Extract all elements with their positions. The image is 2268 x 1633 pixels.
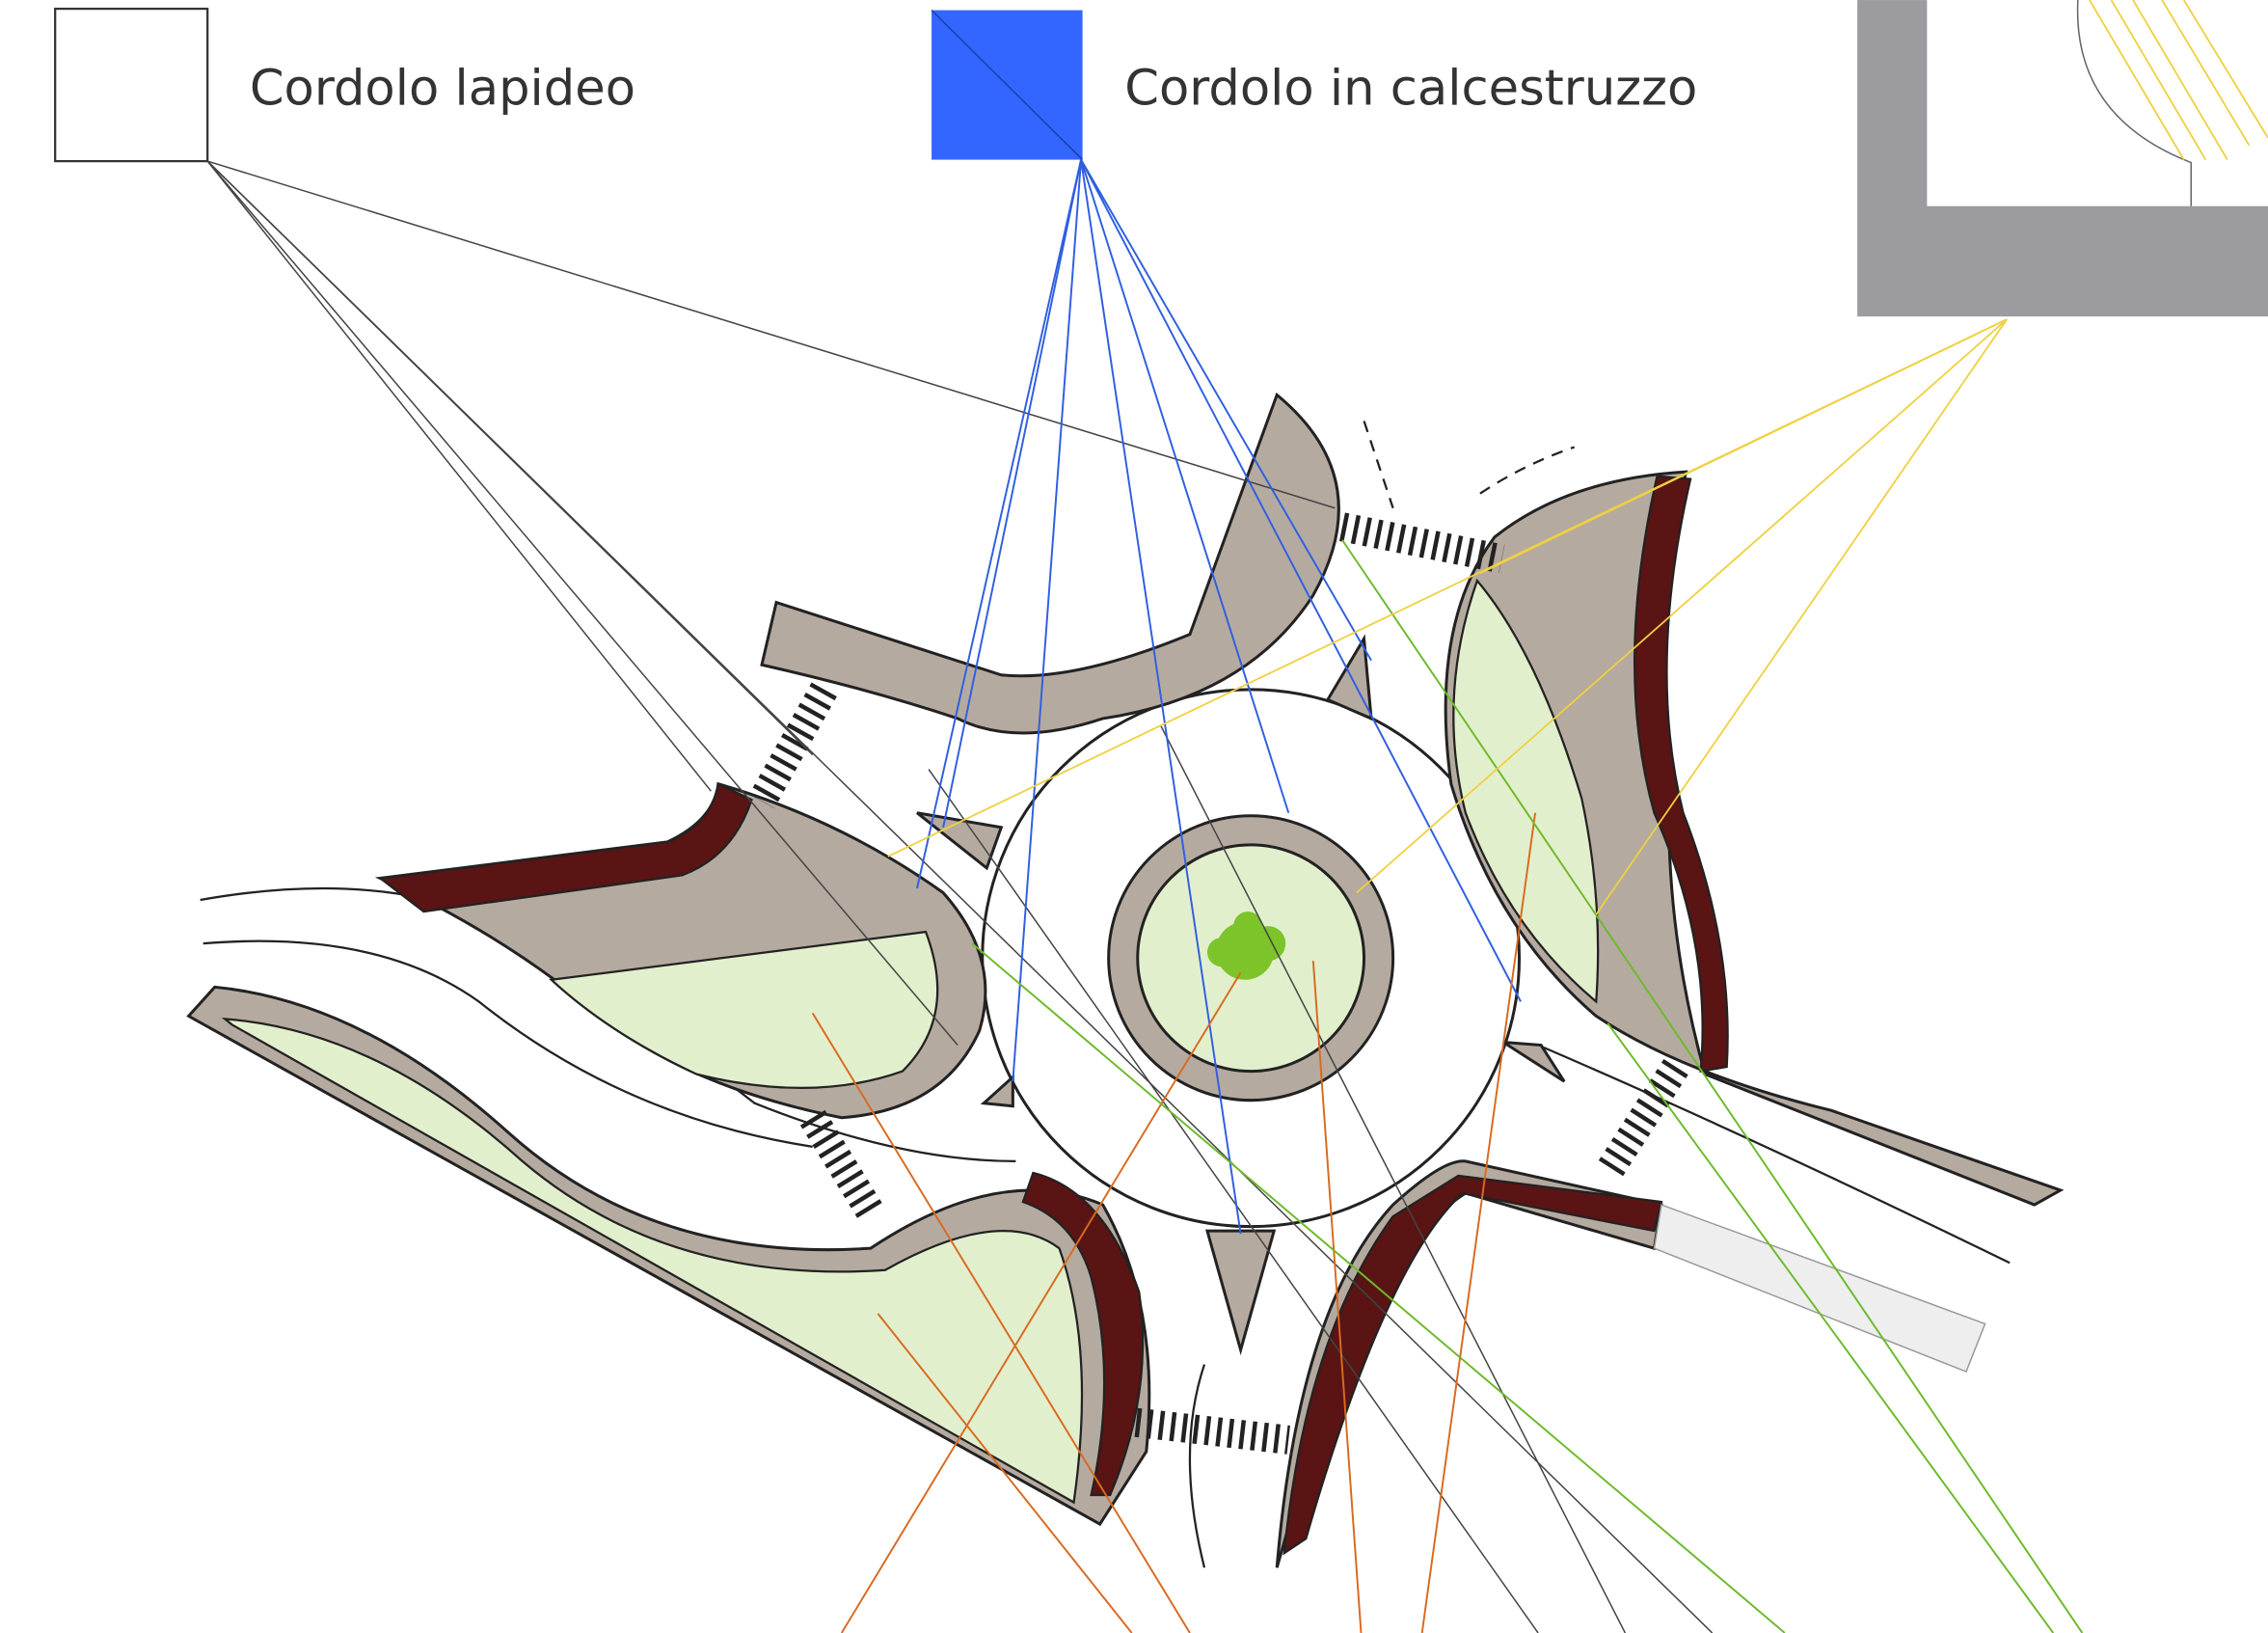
green-area (225, 1019, 1082, 1502)
legend-label: Cordolo in calcestruzzo (1124, 60, 1697, 117)
page: Cordolo lapideo Cordolo in calcestruzzo (0, 0, 2268, 1633)
concrete-strip (1654, 1205, 1984, 1372)
concrete-detail (1857, 0, 2268, 316)
legend-swatch-stone (55, 9, 207, 161)
legend-label: Cordolo lapideo (250, 60, 635, 117)
roundabout-plan: Cordolo lapideo Cordolo in calcestruzzo (0, 0, 2268, 1633)
